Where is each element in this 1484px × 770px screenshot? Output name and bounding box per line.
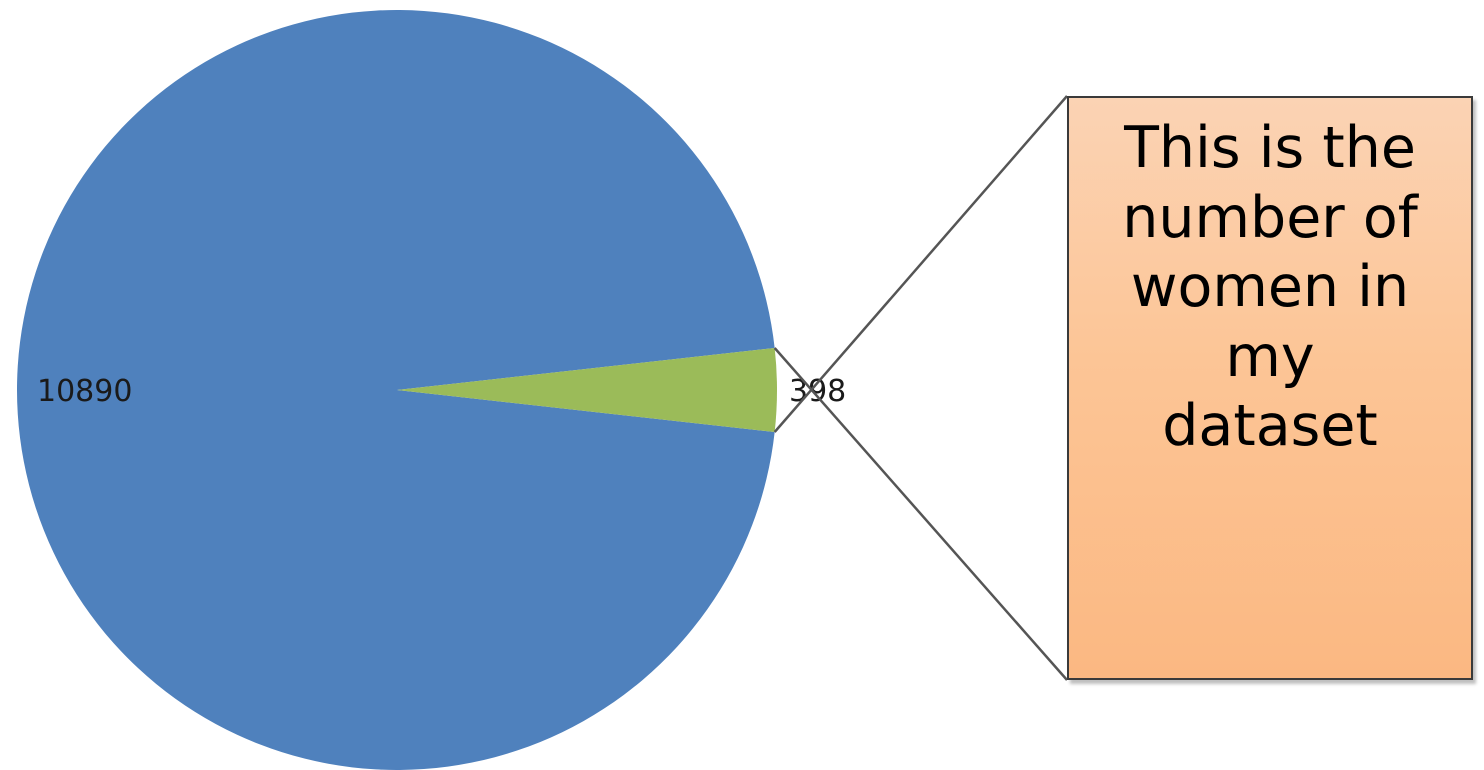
pie-data-label: 398	[789, 374, 846, 409]
pie-slices	[16, 10, 777, 770]
pie-slice-small	[397, 347, 777, 433]
callout-text: This is the number of women in my datase…	[1122, 115, 1418, 460]
callout-line-bottom	[773, 347, 1068, 681]
callout-connector-lines	[773, 95, 1068, 681]
callout-box: This is the number of women in my datase…	[1067, 96, 1473, 680]
callout-line-top	[773, 95, 1068, 433]
pie-slice-large	[16, 10, 775, 770]
pie-data-label: 10890	[37, 374, 132, 409]
